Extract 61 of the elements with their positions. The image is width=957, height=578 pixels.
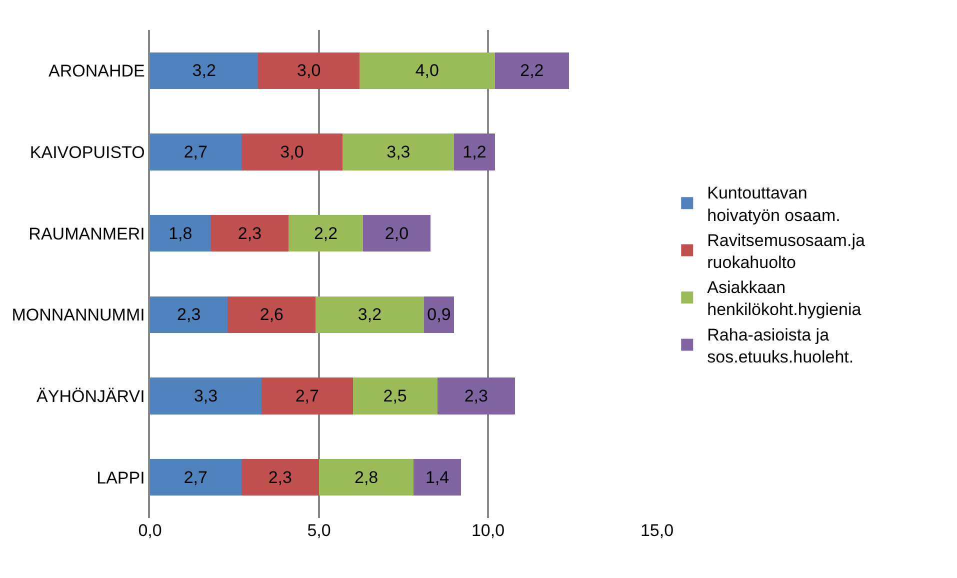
bar — [494, 52, 570, 89]
x-tick-label: 5,0 — [307, 521, 331, 540]
x-tick-label: 10,0 — [471, 521, 505, 540]
bar — [241, 459, 319, 496]
data-label: 3,3 — [194, 386, 218, 406]
data-label: 1,2 — [462, 142, 486, 162]
bar — [150, 52, 258, 89]
bar — [360, 52, 495, 89]
data-label: 1,8 — [168, 224, 192, 243]
bar — [316, 296, 424, 333]
data-label: 2,2 — [520, 61, 544, 80]
bar — [150, 134, 242, 170]
data-label: 0,9 — [427, 305, 451, 324]
x-tick-label: 15,0 — [640, 521, 674, 540]
data-label: 2,2 — [314, 224, 338, 243]
bar — [362, 215, 431, 252]
data-label: 2,3 — [238, 224, 262, 243]
data-label: 2,0 — [384, 224, 409, 243]
bar — [414, 459, 461, 496]
data-label: 2,7 — [295, 386, 319, 406]
y-tick-label: RAUMANMERI — [28, 224, 145, 244]
data-label: 2,7 — [184, 142, 208, 162]
bar — [262, 378, 353, 414]
data-label: 3,2 — [358, 305, 382, 324]
bar — [241, 134, 343, 170]
legend-label: Ravitsemusosaam.ja ruokahuolto — [707, 230, 866, 272]
bar — [342, 134, 454, 170]
bar — [228, 296, 316, 333]
legend-label: Kuntouttavan hoivatyön osaam. — [707, 184, 840, 225]
data-label: 2,3 — [464, 386, 488, 406]
data-label: 3,0 — [297, 61, 321, 80]
data-label: 2,3 — [268, 468, 292, 487]
data-label: 2,5 — [383, 386, 407, 406]
x-tick-label: 0,0 — [138, 521, 162, 540]
y-tick-label: KAIVOPUISTO — [30, 142, 145, 162]
data-label: 3,0 — [280, 142, 304, 162]
data-label: 3,3 — [386, 142, 410, 162]
y-tick-label: ÄYHÖNJÄRVI — [36, 386, 145, 406]
y-tick-label: ARONAHDE — [48, 62, 145, 81]
y-tick-label: MONNANNUMMI — [12, 306, 145, 325]
legend-label: Raha-asioista ja sos.etuuks.huoleht. — [707, 325, 854, 366]
y-tick-label: LAPPI — [96, 468, 145, 488]
bar — [319, 459, 414, 496]
bar — [150, 378, 262, 414]
bar — [258, 52, 360, 89]
data-label: 2,7 — [184, 468, 208, 487]
bar — [210, 215, 289, 252]
bar — [150, 296, 228, 333]
bar — [288, 215, 363, 252]
bar — [150, 215, 211, 252]
data-label: 1,4 — [425, 468, 450, 487]
data-label: 2,3 — [177, 305, 201, 324]
data-label: 3,2 — [192, 61, 216, 80]
data-label: 2,6 — [260, 305, 284, 324]
legend-label: Asiakkaan henkilökoht.hygienia — [707, 278, 862, 320]
bar — [454, 134, 495, 170]
data-label: 2,8 — [354, 468, 378, 487]
data-label: 4,0 — [415, 61, 439, 80]
bar — [150, 459, 242, 496]
bar — [352, 378, 438, 414]
bar — [437, 378, 516, 414]
